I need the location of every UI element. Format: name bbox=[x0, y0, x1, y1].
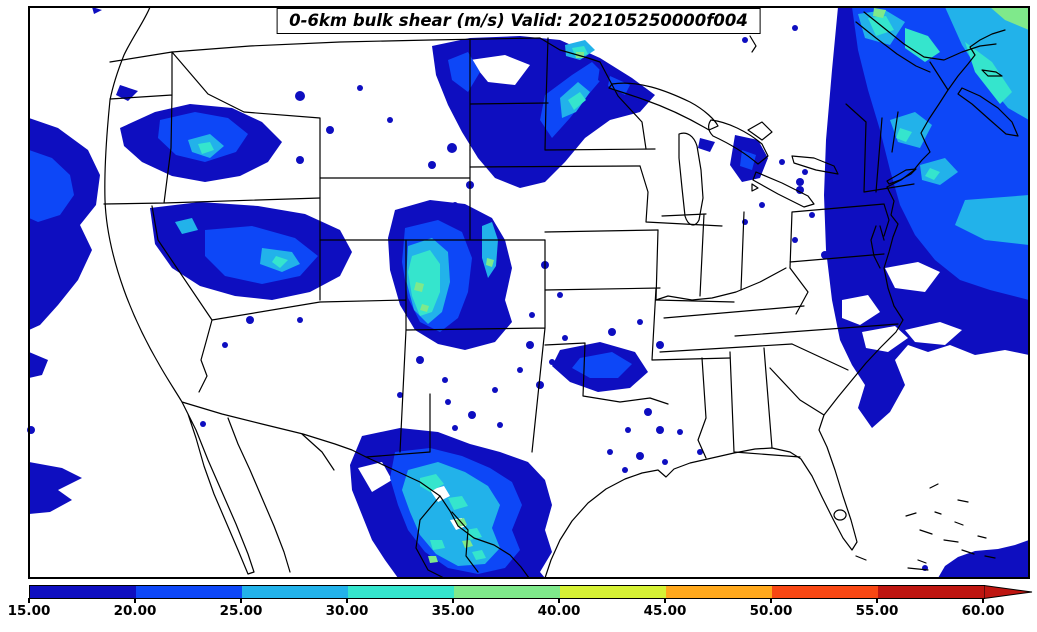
colorbar-segment bbox=[348, 586, 454, 598]
colorbar-tick bbox=[240, 598, 242, 603]
colorbar-tick-label: 30.00 bbox=[325, 603, 369, 619]
colorbar-segment bbox=[454, 586, 560, 598]
great-lakes bbox=[608, 82, 839, 226]
colorbar-segment bbox=[666, 586, 772, 598]
colorbar-tick-label: 15.00 bbox=[7, 603, 51, 619]
map-title: 0-6km bulk shear (m/s) Valid: 2021052500… bbox=[276, 8, 761, 34]
map-frame bbox=[28, 6, 1030, 579]
colorbar-tick bbox=[876, 598, 878, 603]
colorbar-tick bbox=[558, 598, 560, 603]
colorbar-segment bbox=[30, 586, 136, 598]
colorbar-segment bbox=[560, 586, 666, 598]
colorbar-tick bbox=[452, 598, 454, 603]
coastline bbox=[104, 6, 1019, 579]
colorbar-track bbox=[29, 585, 985, 599]
colorbar-segment bbox=[136, 586, 242, 598]
colorbar-tick-label: 20.00 bbox=[113, 603, 157, 619]
colorbar-segment bbox=[242, 586, 348, 598]
colorbar-tick bbox=[982, 598, 984, 603]
colorbar-tick bbox=[28, 598, 30, 603]
colorbar-tick bbox=[770, 598, 772, 603]
colorbar-tick-label: 25.00 bbox=[219, 603, 263, 619]
colorbar-tick-label: 40.00 bbox=[537, 603, 581, 619]
colorbar-tick bbox=[134, 598, 136, 603]
colorbar-tick-label: 50.00 bbox=[749, 603, 793, 619]
colorbar-tick-label: 45.00 bbox=[643, 603, 687, 619]
colorbar-segment bbox=[878, 586, 984, 598]
colorbar-extend-arrow bbox=[984, 585, 1033, 599]
colorbar-tick-label: 35.00 bbox=[431, 603, 475, 619]
shear-contours bbox=[27, 7, 1029, 578]
colorbar-tick-label: 55.00 bbox=[855, 603, 899, 619]
colorbar-tick-label: 60.00 bbox=[961, 603, 1005, 619]
colorbar-tick bbox=[664, 598, 666, 603]
colorbar-tick bbox=[346, 598, 348, 603]
colorbar: 15.00 20.00 25.00 30.00 35.00 40.00 45.00 50.00… bbox=[8, 585, 1033, 621]
colorbar-segment bbox=[772, 586, 878, 598]
state-borders bbox=[103, 37, 949, 459]
